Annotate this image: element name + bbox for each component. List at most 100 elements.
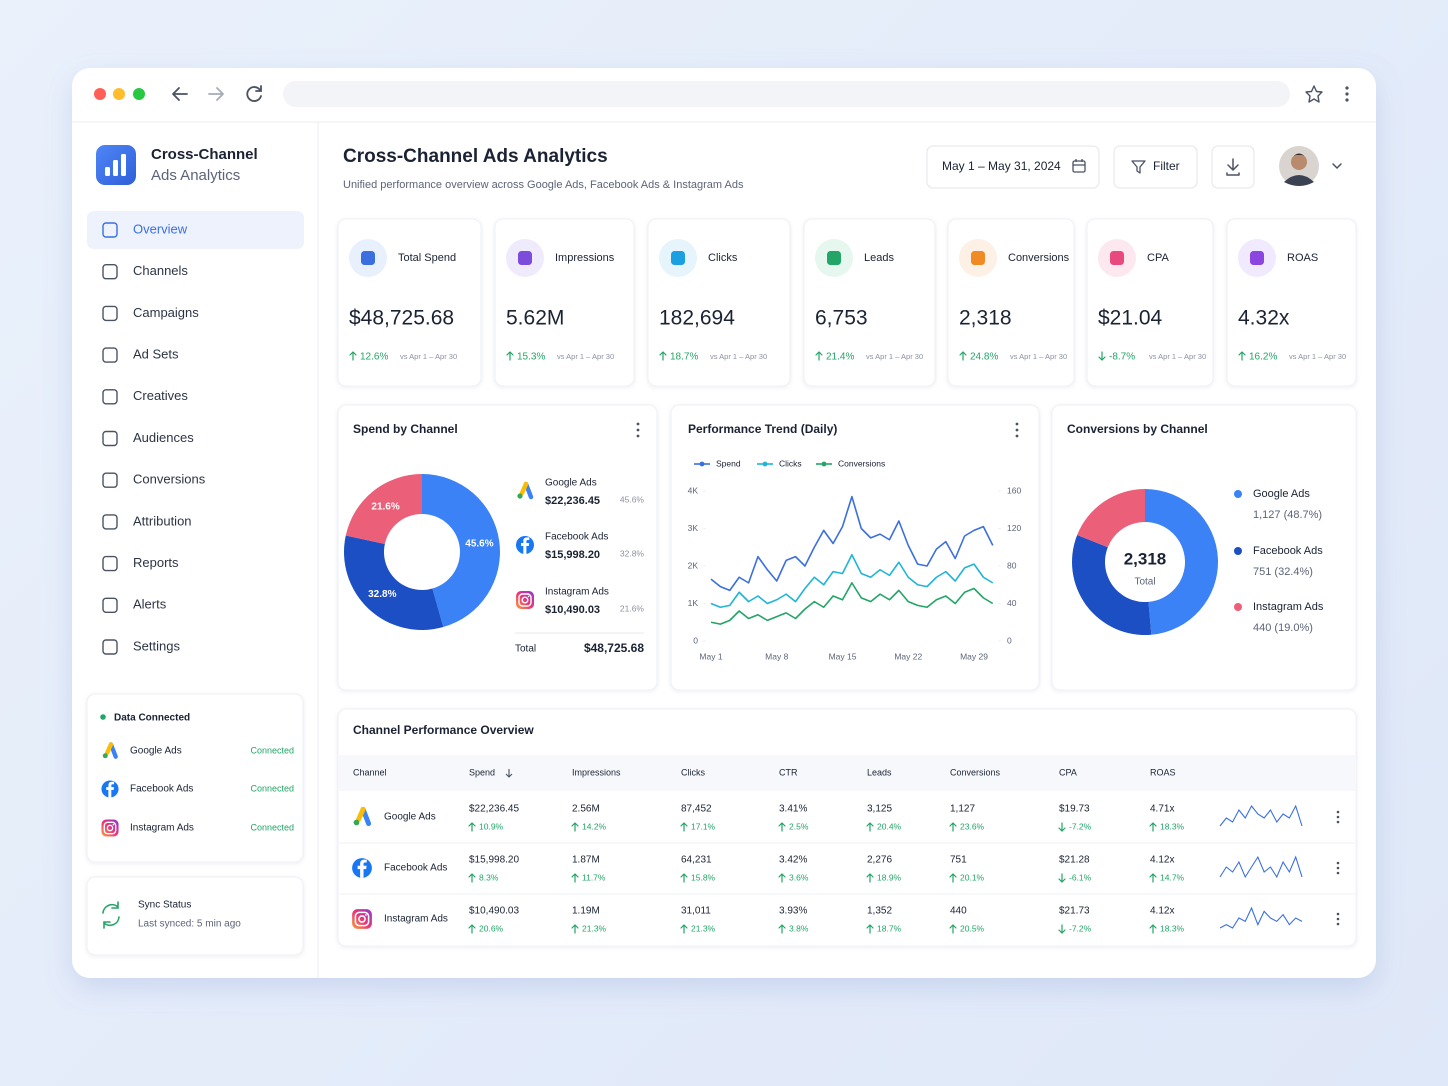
cell-change: 18.3% (1160, 923, 1185, 933)
row-menu[interactable] (1336, 871, 1340, 875)
nav-hit[interactable] (87, 336, 304, 374)
row-menu[interactable] (1336, 912, 1340, 916)
donut-total: 2,318 (1124, 549, 1167, 568)
row-menu[interactable] (1336, 820, 1340, 824)
address-bar[interactable] (283, 81, 1290, 107)
cell-value: 64,231 (681, 855, 712, 866)
account-chevron[interactable] (1332, 163, 1342, 170)
row-menu[interactable] (1336, 815, 1340, 819)
bookmark-star[interactable] (1305, 85, 1323, 103)
y2-tick-label: 120 (1007, 523, 1021, 533)
sync-card (86, 876, 304, 956)
cell-value: 2.56M (572, 804, 600, 815)
kpi-period: vs Apr 1 – Apr 30 (557, 352, 614, 361)
kpi-change: 12.6% (360, 352, 388, 363)
arrow-up (571, 873, 579, 883)
y2-tick-label: 40 (1007, 598, 1017, 608)
cell-change: 20.5% (960, 923, 985, 933)
trend-card (670, 404, 1040, 691)
trend-menu[interactable] (1015, 422, 1019, 438)
row-menu[interactable] (1336, 861, 1340, 865)
legend-label: Clicks (779, 458, 802, 468)
nav-hit[interactable] (87, 545, 304, 583)
legend-name: Google Ads (545, 478, 597, 489)
nav-hit[interactable] (87, 503, 304, 541)
cell-value: 2,276 (867, 855, 892, 866)
kpi-value: $21.04 (1098, 307, 1163, 330)
legend-name: Facebook Ads (1253, 545, 1323, 557)
cell-value: 1.19M (572, 906, 600, 917)
row-menu[interactable] (1336, 922, 1340, 926)
legend-amount: $22,236.45 (545, 495, 600, 507)
kpi-icon (1250, 251, 1264, 265)
kpi-change: -8.7% (1109, 352, 1135, 363)
source-status: Connected (250, 822, 294, 832)
cell-change: 10.9% (479, 821, 504, 831)
legend-share: 45.6% (620, 494, 645, 504)
filter-button[interactable] (1113, 145, 1198, 189)
instagram-icon (354, 911, 370, 927)
kpi-period: vs Apr 1 – Apr 30 (1010, 352, 1067, 361)
window-maximize[interactable] (133, 88, 145, 100)
cell-value: 3,125 (867, 804, 892, 815)
nav-hit[interactable] (87, 586, 304, 624)
y2-tick-label: 160 (1007, 485, 1021, 495)
cell-change: 2.5% (789, 821, 809, 831)
row-menu[interactable] (1336, 917, 1340, 921)
nav-item: Audiences (133, 430, 194, 445)
segment-label: 32.8% (368, 589, 396, 600)
cell-change: 18.9% (877, 872, 902, 882)
nav-hit[interactable] (87, 211, 304, 249)
kpi-label: CPA (1147, 252, 1169, 264)
sparkline (1219, 804, 1303, 827)
nav-item: Channels (133, 263, 188, 278)
conversions-title: Conversions by Channel (1067, 422, 1208, 436)
legend-value: 1,127 (48.7%) (1253, 509, 1322, 521)
instagram-icon (521, 596, 529, 604)
kpi-icon (1110, 251, 1124, 265)
nav-hit[interactable] (87, 378, 304, 416)
cell-value: 1,127 (950, 804, 975, 815)
cell-value: $19.73 (1059, 804, 1090, 815)
y-tick-label: 3K (688, 523, 699, 533)
sync-detail: Last synced: 5 min ago (138, 919, 241, 930)
arrow-up (949, 924, 957, 934)
nav-hit[interactable] (87, 420, 304, 458)
cell-change: 21.3% (691, 923, 716, 933)
back-button[interactable] (172, 87, 188, 101)
nav-icon (102, 597, 118, 613)
donut-total-label: Total (1134, 577, 1155, 588)
nav-hit[interactable] (87, 253, 304, 291)
page-subtitle: Unified performance overview across Goog… (343, 179, 744, 191)
date-range-button[interactable] (926, 145, 1100, 189)
nav-active-bg (87, 211, 304, 249)
reload-button[interactable] (246, 85, 262, 102)
channel-name: Instagram Ads (384, 914, 448, 925)
sort-icon[interactable] (505, 769, 513, 778)
facebook-icon (521, 537, 530, 554)
donut-segment (1145, 489, 1219, 635)
row-menu[interactable] (1336, 866, 1340, 870)
arrow-up (1149, 873, 1157, 883)
window-close[interactable] (94, 88, 106, 100)
cell-value: 3.42% (779, 855, 807, 866)
window-minimize[interactable] (113, 88, 125, 100)
cell-change: 14.7% (1160, 872, 1185, 882)
kpi-value: 2,318 (959, 307, 1012, 330)
google-ads-icon (353, 819, 360, 826)
legend-value: 440 (19.0%) (1253, 622, 1313, 634)
kpi-change: 18.7% (670, 352, 698, 363)
browser-menu[interactable] (1345, 86, 1349, 102)
cell-change: 20.4% (877, 821, 902, 831)
legend-share: 32.8% (620, 548, 645, 558)
row-menu[interactable] (1336, 810, 1340, 814)
forward-button[interactable] (208, 87, 224, 101)
page-title: Cross-Channel Ads Analytics (343, 146, 608, 167)
nav-hit[interactable] (87, 628, 304, 666)
arrow-down (1058, 873, 1066, 883)
cell-value: $21.73 (1059, 906, 1090, 917)
legend-name: Facebook Ads (545, 532, 608, 543)
cell-value: 751 (950, 855, 967, 866)
nav-item: Ad Sets (133, 347, 179, 362)
spend-menu[interactable] (636, 422, 640, 438)
